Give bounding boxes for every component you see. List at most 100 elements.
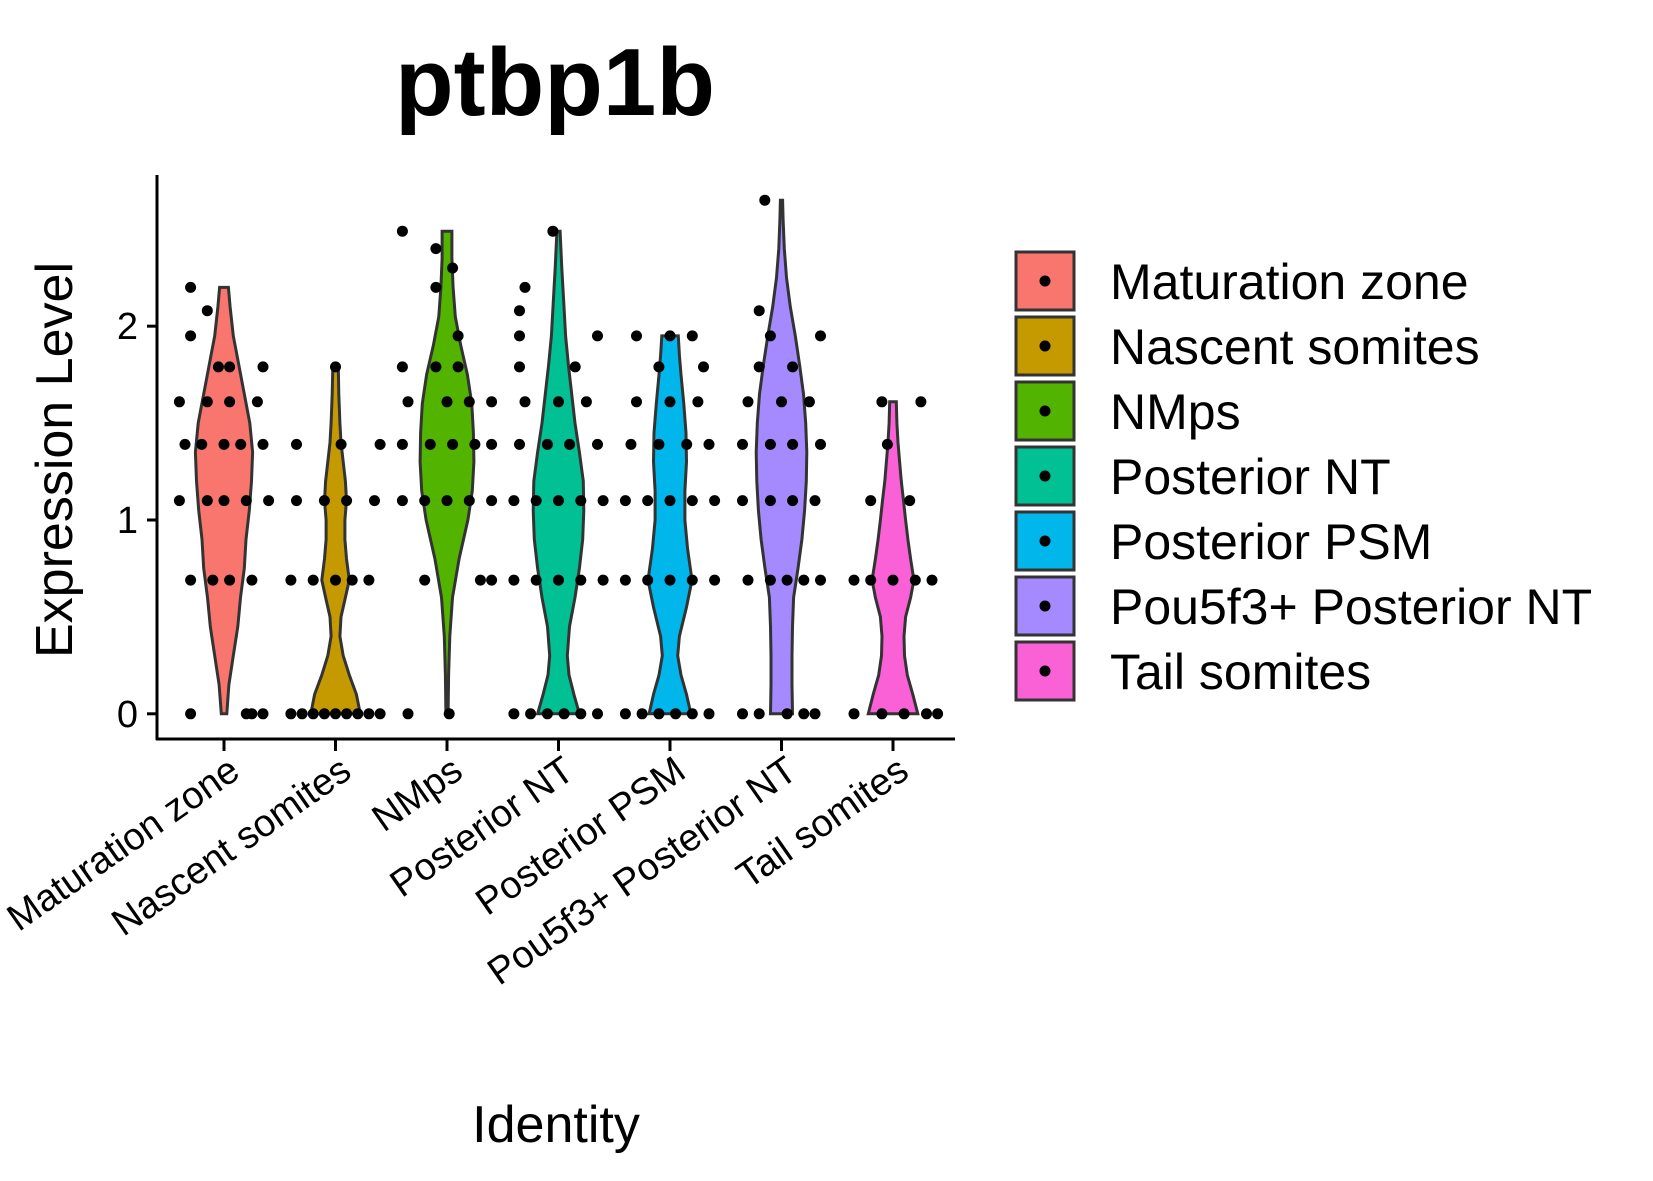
legend-swatch-dot bbox=[1039, 340, 1051, 352]
data-point bbox=[653, 708, 665, 720]
legend-label: Posterior NT bbox=[1110, 449, 1391, 505]
data-point bbox=[402, 708, 414, 720]
data-point bbox=[447, 262, 459, 274]
data-point bbox=[486, 574, 498, 586]
data-point bbox=[257, 361, 269, 373]
data-point bbox=[514, 361, 525, 373]
data-point bbox=[664, 330, 676, 342]
data-point bbox=[848, 708, 860, 720]
data-point bbox=[396, 361, 408, 373]
data-point bbox=[452, 361, 464, 373]
y-tick-label: 0 bbox=[117, 694, 138, 736]
data-point bbox=[330, 361, 341, 373]
data-point bbox=[173, 495, 185, 507]
data-point bbox=[781, 574, 793, 586]
legend-label: Pou5f3+ Posterior NT bbox=[1110, 579, 1592, 635]
data-point bbox=[575, 574, 587, 586]
data-point bbox=[201, 305, 213, 317]
data-point bbox=[508, 574, 520, 586]
data-point bbox=[519, 396, 531, 408]
data-point bbox=[692, 396, 704, 408]
data-point bbox=[463, 396, 475, 408]
data-point bbox=[307, 708, 319, 720]
data-point bbox=[285, 708, 297, 720]
data-point bbox=[341, 708, 353, 720]
data-point bbox=[742, 574, 754, 586]
data-point bbox=[396, 495, 408, 507]
violin-3 bbox=[418, 229, 476, 716]
data-point bbox=[514, 330, 525, 342]
data-point bbox=[592, 330, 603, 342]
data-point bbox=[698, 361, 709, 373]
data-point bbox=[580, 396, 592, 408]
data-point bbox=[363, 574, 375, 586]
data-point bbox=[904, 495, 916, 507]
data-point bbox=[803, 396, 815, 408]
data-point bbox=[909, 574, 921, 586]
data-point bbox=[553, 574, 564, 586]
data-point bbox=[575, 708, 587, 720]
y-axis-title: Expression Level bbox=[26, 262, 84, 658]
data-point bbox=[530, 574, 542, 586]
data-point bbox=[664, 495, 676, 507]
data-point bbox=[530, 495, 542, 507]
data-point bbox=[525, 708, 537, 720]
data-point bbox=[374, 438, 386, 450]
data-point bbox=[330, 574, 341, 586]
violin-4 bbox=[531, 229, 586, 716]
data-point bbox=[486, 438, 498, 450]
data-point bbox=[474, 574, 486, 586]
data-point bbox=[335, 438, 347, 450]
data-point bbox=[441, 495, 453, 507]
data-point bbox=[396, 438, 408, 450]
legend-item: Pou5f3+ Posterior NT bbox=[1014, 575, 1592, 637]
legend-swatch bbox=[1014, 575, 1076, 637]
data-point bbox=[374, 708, 386, 720]
data-point bbox=[447, 438, 459, 450]
data-point bbox=[636, 708, 648, 720]
data-point bbox=[291, 438, 302, 450]
data-point bbox=[898, 708, 910, 720]
data-point bbox=[642, 574, 654, 586]
data-point bbox=[815, 574, 826, 586]
data-point bbox=[424, 438, 436, 450]
data-point bbox=[419, 495, 431, 507]
data-point bbox=[185, 708, 197, 720]
data-point bbox=[653, 438, 665, 450]
data-point bbox=[201, 495, 213, 507]
legend-swatch bbox=[1014, 380, 1076, 442]
data-point bbox=[681, 438, 693, 450]
data-point bbox=[285, 574, 297, 586]
points-layer bbox=[173, 194, 944, 720]
data-point bbox=[686, 574, 698, 586]
data-point bbox=[619, 495, 631, 507]
data-point bbox=[876, 396, 888, 408]
data-point bbox=[369, 495, 380, 507]
x-axis-title: Identity bbox=[472, 1096, 640, 1154]
data-point bbox=[519, 281, 531, 293]
data-point bbox=[764, 438, 776, 450]
data-point bbox=[508, 708, 520, 720]
data-point bbox=[463, 495, 475, 507]
legend-item: NMps bbox=[1014, 380, 1241, 442]
y-tick-label: 1 bbox=[117, 500, 138, 542]
data-point bbox=[541, 708, 553, 720]
data-point bbox=[291, 495, 302, 507]
y-ticks: 0 1 2 bbox=[117, 306, 157, 736]
data-point bbox=[809, 708, 821, 720]
violin-7 bbox=[866, 400, 920, 716]
data-point bbox=[787, 438, 799, 450]
data-point bbox=[753, 361, 765, 373]
data-point bbox=[486, 495, 498, 507]
data-point bbox=[737, 438, 748, 450]
legend-item: Tail somites bbox=[1014, 640, 1371, 702]
data-point bbox=[642, 495, 654, 507]
data-point bbox=[619, 708, 631, 720]
data-point bbox=[218, 495, 230, 507]
data-point bbox=[575, 495, 587, 507]
data-point bbox=[246, 708, 258, 720]
legend-swatch-dot bbox=[1039, 405, 1051, 417]
data-point bbox=[753, 708, 765, 720]
data-point bbox=[486, 396, 498, 408]
data-point bbox=[341, 495, 353, 507]
